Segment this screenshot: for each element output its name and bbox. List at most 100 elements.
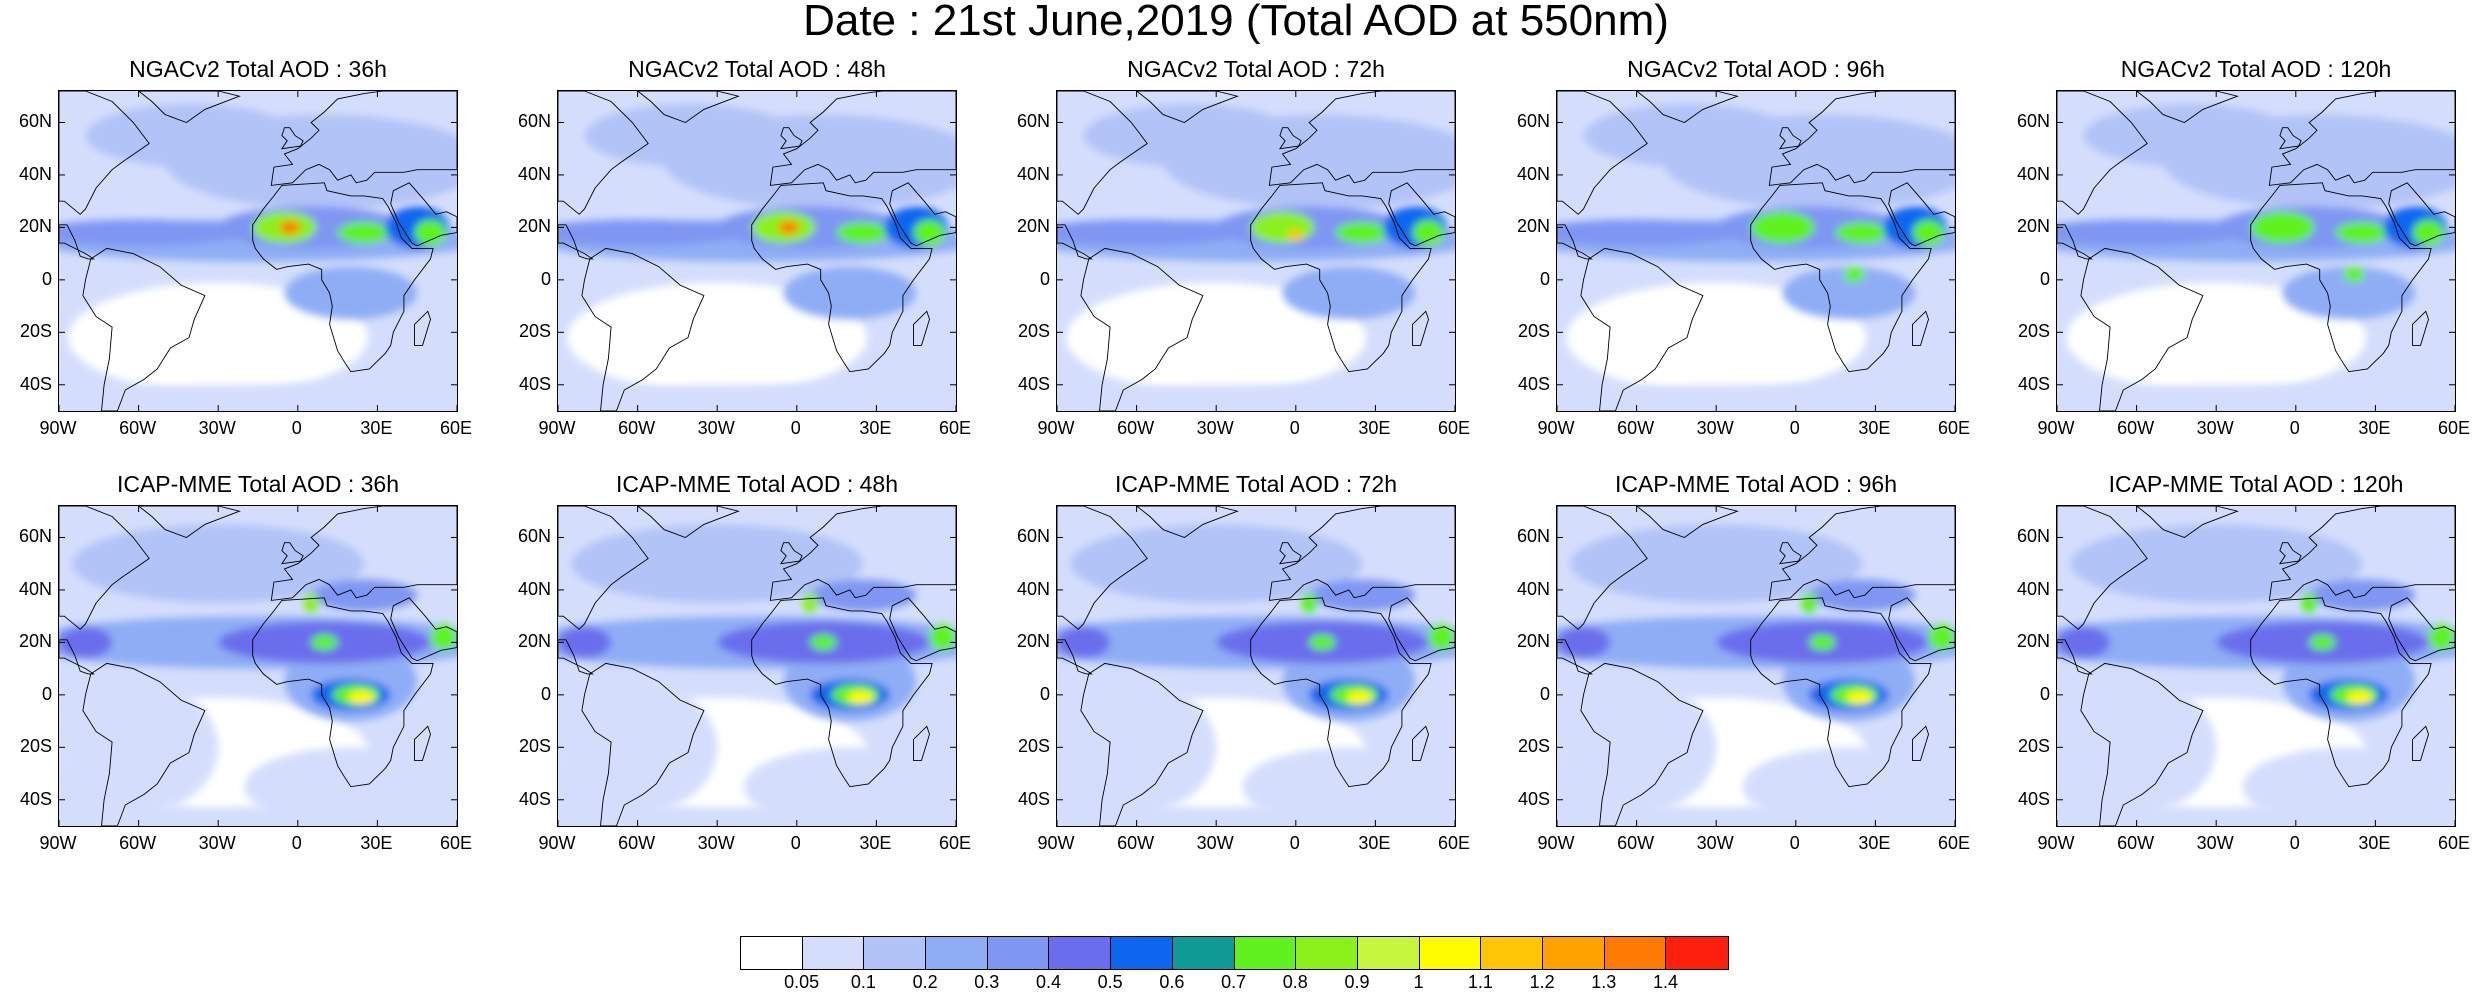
aod-blob [59,681,219,813]
aod-blob [1282,266,1416,320]
panel-title: NGACv2 Total AOD : 120h [2120,56,2392,82]
coastline-samerica [1080,662,1204,826]
lon-tick-label: 60E [938,833,972,853]
aod-map [558,91,956,411]
coastline-uk [1778,542,1802,565]
aod-blob [2301,592,2318,614]
lon-tick-label: 30E [360,418,393,438]
colorbar-label: 0.3 [974,972,1000,992]
lat-tick-label: 20N [1516,216,1550,237]
coastline-greenland [1135,91,1239,124]
lat-tick-label: 0 [1539,683,1550,704]
colorbar-box [1234,937,1297,969]
clean-air-region [1566,282,1867,393]
lon-tick-label: 60E [439,833,473,853]
coastline-namerica [558,91,649,215]
aod-blob [1057,626,1111,659]
lat-tick-label: 20S [2017,321,2050,342]
coastline-madagascar [414,310,431,346]
lon-tick-label: 0 [1289,418,1300,438]
aod-blob [1846,690,1873,705]
colorbar-label: 0.05 [784,972,820,992]
coastline-namerica [1057,506,1148,630]
coastline-madagascar [1412,725,1429,761]
lon-tick-label: 90W [2037,418,2075,438]
colorbar-label: 0.8 [1282,972,1308,992]
coastline-arabia [1888,182,1955,247]
panel-title: NGACv2 Total AOD : 96h [1627,56,1885,82]
aod-blob [1250,211,1315,244]
aod-blob [1801,592,1818,614]
aod-blob [1335,222,1389,244]
lat-tick-label: 20N [2016,631,2050,652]
lat-tick-label: 40S [2017,373,2050,394]
aod-blob [1412,219,1445,246]
lat-tick-label: 20S [2017,736,2050,757]
aod-blob [558,384,930,411]
aod-blob [2412,219,2445,246]
aod-blob [1287,230,1304,241]
lat-tick-label: 20S [19,736,52,757]
lat-tick-label: 0 [1039,268,1050,289]
colorbar-box [1049,937,1112,969]
lon-tick-label: 60E [1937,833,1971,853]
aod-blob [2428,624,2455,651]
lon-tick-label: 30W [1196,833,1234,853]
aod-map [1557,91,1955,411]
aod-colorbar [740,936,1729,970]
coastline-madagascar [1912,725,1929,761]
aod-blob [348,690,375,705]
coastline-arabia [1388,597,1455,662]
lon-tick-label: 30E [1358,418,1391,438]
coastline-madagascar [1412,310,1429,346]
lat-tick-label: 60N [2016,111,2050,132]
lon-tick-label: 60E [2437,418,2471,438]
coastline-arabia [889,182,956,247]
lon-tick-label: 60E [439,418,473,438]
coastline-greenland [636,91,740,124]
colorbar-box [1604,937,1667,969]
coastline-samerica [581,247,705,411]
aod-map [2057,91,2455,411]
aod-blob [414,219,447,246]
map-frame [2056,505,2456,827]
clean-air-region [567,282,868,393]
coastline-namerica [558,506,649,630]
aod-blob [802,592,819,614]
lat-tick-label: 60N [1016,526,1050,547]
aod-blob [1809,579,1916,611]
coastline-camerica [1557,224,1593,260]
lat-tick-label: 0 [1539,268,1550,289]
aod-blob [1557,681,1717,813]
lon-tick-label: 30E [859,833,892,853]
coastline-europe [769,91,956,186]
lat-tick-label: 40N [1516,578,1550,599]
coastline-samerica [1080,247,1204,411]
aod-blob [558,681,718,813]
aod-blob [1557,626,1611,659]
panel-title: ICAP-MME Total AOD : 72h [1114,471,1398,497]
lat-tick-label: 40S [19,788,52,809]
aod-blob [2335,222,2389,244]
aod-blob [1835,222,1889,244]
lon-tick-label: 30E [2358,418,2391,438]
clean-air-region [68,282,369,393]
map-frame [1556,505,1956,827]
map-panel: NGACv2 Total AOD : 72h [1056,55,1456,412]
aod-blob [2309,634,2336,651]
aod-blob [2309,579,2416,611]
coastline-namerica [2057,91,2148,215]
coastline-europe [1268,506,1455,601]
lon-tick-label: 30E [2358,833,2391,853]
aod-blob [1912,219,1945,246]
lon-tick-label: 30E [360,833,393,853]
lon-tick-label: 90W [1537,833,1575,853]
aod-blob [1309,579,1416,611]
lon-tick-label: 0 [790,418,801,438]
aod-blob [1583,104,1796,168]
aod-blob [1843,266,1865,283]
coastline-arabia [2388,182,2455,247]
coastline-arabia [390,597,457,662]
panel-title: ICAP-MME Total AOD : 48h [615,471,899,497]
aod-blob [584,104,797,168]
